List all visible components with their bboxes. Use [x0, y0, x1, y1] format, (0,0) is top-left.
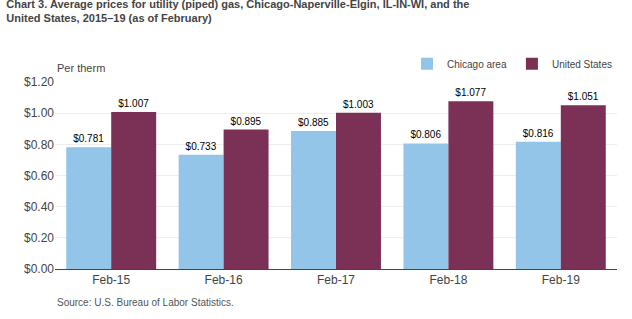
svg-text:$1.007: $1.007	[118, 98, 149, 109]
svg-text:$0.885: $0.885	[298, 117, 329, 128]
svg-text:$1.051: $1.051	[568, 91, 599, 102]
svg-text:$0.20: $0.20	[24, 231, 54, 245]
svg-text:Feb-17: Feb-17	[317, 273, 355, 287]
svg-text:$0.00: $0.00	[24, 262, 54, 276]
svg-text:$0.733: $0.733	[186, 141, 217, 152]
svg-text:Chicago area: Chicago area	[447, 59, 507, 70]
svg-text:Source: U.S. Bureau of Labor S: Source: U.S. Bureau of Labor Statistics.	[57, 297, 234, 308]
svg-text:Chart 3. Average prices for ut: Chart 3. Average prices for utility (pip…	[6, 0, 469, 24]
svg-text:$0.806: $0.806	[410, 129, 441, 140]
svg-text:$0.80: $0.80	[24, 138, 54, 152]
svg-text:Per therm: Per therm	[57, 62, 105, 74]
svg-text:Feb-18: Feb-18	[429, 273, 467, 287]
svg-text:$0.40: $0.40	[24, 200, 54, 214]
svg-text:Feb-16: Feb-16	[205, 273, 243, 287]
svg-text:$1.077: $1.077	[455, 87, 486, 98]
svg-text:$1.20: $1.20	[24, 75, 54, 89]
svg-text:Feb-15: Feb-15	[92, 273, 130, 287]
svg-text:United States: United States	[552, 59, 612, 70]
svg-text:$0.781: $0.781	[73, 133, 104, 144]
svg-text:$0.895: $0.895	[231, 116, 262, 127]
svg-text:Feb-19: Feb-19	[542, 273, 580, 287]
svg-text:$0.60: $0.60	[24, 169, 54, 183]
svg-text:$1.00: $1.00	[24, 106, 54, 120]
svg-text:$1.003: $1.003	[343, 99, 374, 110]
svg-text:$0.816: $0.816	[523, 128, 554, 139]
